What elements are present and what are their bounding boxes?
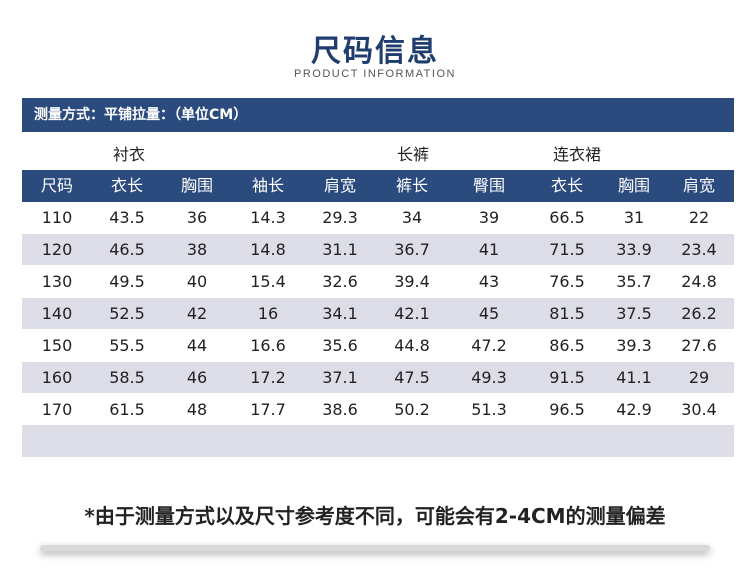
table-cell: 46.5 (109, 240, 145, 259)
table-cell: 33.9 (616, 240, 652, 259)
table-row: 140 52.5 42 16 34.1 42.1 45 81.5 37.5 26.2 (22, 298, 734, 329)
table-cell: 140 (41, 304, 73, 323)
table-empty-row (22, 425, 734, 457)
table-cell: 16 (257, 304, 279, 323)
table-cell: 17.7 (250, 400, 286, 419)
table-cell: 38.6 (322, 400, 358, 419)
table-cell: 96.5 (549, 400, 585, 419)
table-cell: 14.8 (250, 240, 286, 259)
table-cell: 43.5 (109, 208, 145, 227)
table-cell: 120 (41, 240, 73, 259)
table-cell: 34.1 (322, 304, 358, 323)
table-cell: 29 (688, 368, 710, 387)
table-cell: 29.3 (322, 208, 358, 227)
table-row: 160 58.5 46 17.2 37.1 47.5 49.3 91.5 41.1 29 (22, 362, 734, 393)
table-cell: 36 (186, 208, 208, 227)
table-cell: 44 (186, 336, 208, 355)
table-cell: 46 (186, 368, 208, 387)
size-table-header: 尺码 衣长 胸围 袖长 肩宽 裤长 臀围 衣长 胸围 肩宽 (22, 170, 734, 202)
table-cell: 26.2 (681, 304, 717, 323)
table-cell: 170 (41, 400, 73, 419)
table-cell: 15.4 (250, 272, 286, 291)
table-cell: 34 (401, 208, 423, 227)
table-cell: 31.1 (322, 240, 358, 259)
table-cell: 39 (478, 208, 500, 227)
table-cell: 38 (186, 240, 208, 259)
page-subtitle: PRODUCT INFORMATION (294, 68, 456, 80)
header-size: 尺码 (40, 176, 73, 195)
table-cell: 22 (688, 208, 710, 227)
group-label-pants: 长裤 (396, 145, 429, 164)
table-cell: 37.1 (322, 368, 358, 387)
table-cell: 58.5 (109, 368, 145, 387)
table-cell: 35.7 (616, 272, 652, 291)
table-cell: 50.2 (394, 400, 430, 419)
table-cell: 27.6 (681, 336, 717, 355)
table-cell: 81.5 (549, 304, 585, 323)
table-cell: 150 (41, 336, 73, 355)
table-cell: 130 (41, 272, 73, 291)
table-cell: 30.4 (681, 400, 717, 419)
table-cell: 51.3 (471, 400, 507, 419)
table-cell: 76.5 (549, 272, 585, 291)
table-cell: 66.5 (549, 208, 585, 227)
table-cell: 47.2 (471, 336, 507, 355)
table-cell: 31 (623, 208, 645, 227)
table-cell: 32.6 (322, 272, 358, 291)
group-label-shirt: 衬衣 (112, 145, 145, 164)
table-cell: 37.5 (616, 304, 652, 323)
header-shirt-length: 衣长 (110, 176, 143, 195)
header-shirt-sleeve: 袖长 (251, 176, 284, 195)
table-cell: 41 (478, 240, 500, 259)
table-cell: 45 (478, 304, 500, 323)
measurement-method-bar: 测量方式：平铺拉量：（单位CM） (22, 98, 734, 132)
table-cell: 160 (41, 368, 73, 387)
table-row: 110 43.5 36 14.3 29.3 34 39 66.5 31 22 (22, 202, 734, 233)
table-cell: 24.8 (681, 272, 717, 291)
table-cell: 110 (41, 208, 73, 227)
table-cell: 41.1 (616, 368, 652, 387)
table-cell: 48 (186, 400, 208, 419)
table-row: 150 55.5 44 16.6 35.6 44.8 47.2 86.5 39.3 27.6 (22, 330, 734, 361)
bottom-shadow-divider (40, 545, 710, 551)
table-cell: 55.5 (109, 336, 145, 355)
table-row: 120 46.5 38 14.8 31.1 36.7 41 71.5 33.9 23.4 (22, 234, 734, 265)
table-cell: 43 (478, 272, 500, 291)
table-cell: 86.5 (549, 336, 585, 355)
table-cell: 42 (186, 304, 208, 323)
table-cell: 49.3 (471, 368, 507, 387)
table-cell: 40 (186, 272, 208, 291)
group-label-row: 衬衣 长裤 连衣裙 (22, 140, 734, 170)
table-cell: 42.1 (394, 304, 430, 323)
table-cell: 71.5 (549, 240, 585, 259)
table-cell: 91.5 (549, 368, 585, 387)
table-cell: 39.3 (616, 336, 652, 355)
group-label-dress: 连衣裙 (552, 145, 601, 164)
table-cell: 39.4 (394, 272, 430, 291)
table-cell: 23.4 (681, 240, 717, 259)
table-cell: 47.5 (394, 368, 430, 387)
header-dress-chest: 胸围 (617, 176, 650, 195)
table-cell: 44.8 (394, 336, 430, 355)
table-cell: 35.6 (322, 336, 358, 355)
header-shirt-shoulder: 肩宽 (323, 176, 356, 195)
table-cell: 17.2 (250, 368, 286, 387)
header-dress-length: 衣长 (550, 176, 583, 195)
table-cell: 16.6 (250, 336, 286, 355)
page-title: 尺码信息 (311, 34, 439, 69)
table-cell: 49.5 (109, 272, 145, 291)
table-cell: 52.5 (109, 304, 145, 323)
table-cell: 42.9 (616, 400, 652, 419)
table-cell: 14.3 (250, 208, 286, 227)
header-pants-hip: 臀围 (472, 176, 505, 195)
header-dress-shoulder: 肩宽 (682, 176, 715, 195)
table-row: 170 61.5 48 17.7 38.6 50.2 51.3 96.5 42.9 30.4 (22, 394, 734, 425)
table-cell: 36.7 (394, 240, 430, 259)
table-cell: 61.5 (109, 400, 145, 419)
header-pants-length: 裤长 (395, 176, 428, 195)
measurement-footnote: *由于测量方式以及尺寸参考度不同，可能会有2-4CM的测量偏差 (84, 504, 666, 528)
header-shirt-chest: 胸围 (180, 176, 213, 195)
table-row: 130 49.5 40 15.4 32.6 39.4 43 76.5 35.7 24.8 (22, 266, 734, 297)
